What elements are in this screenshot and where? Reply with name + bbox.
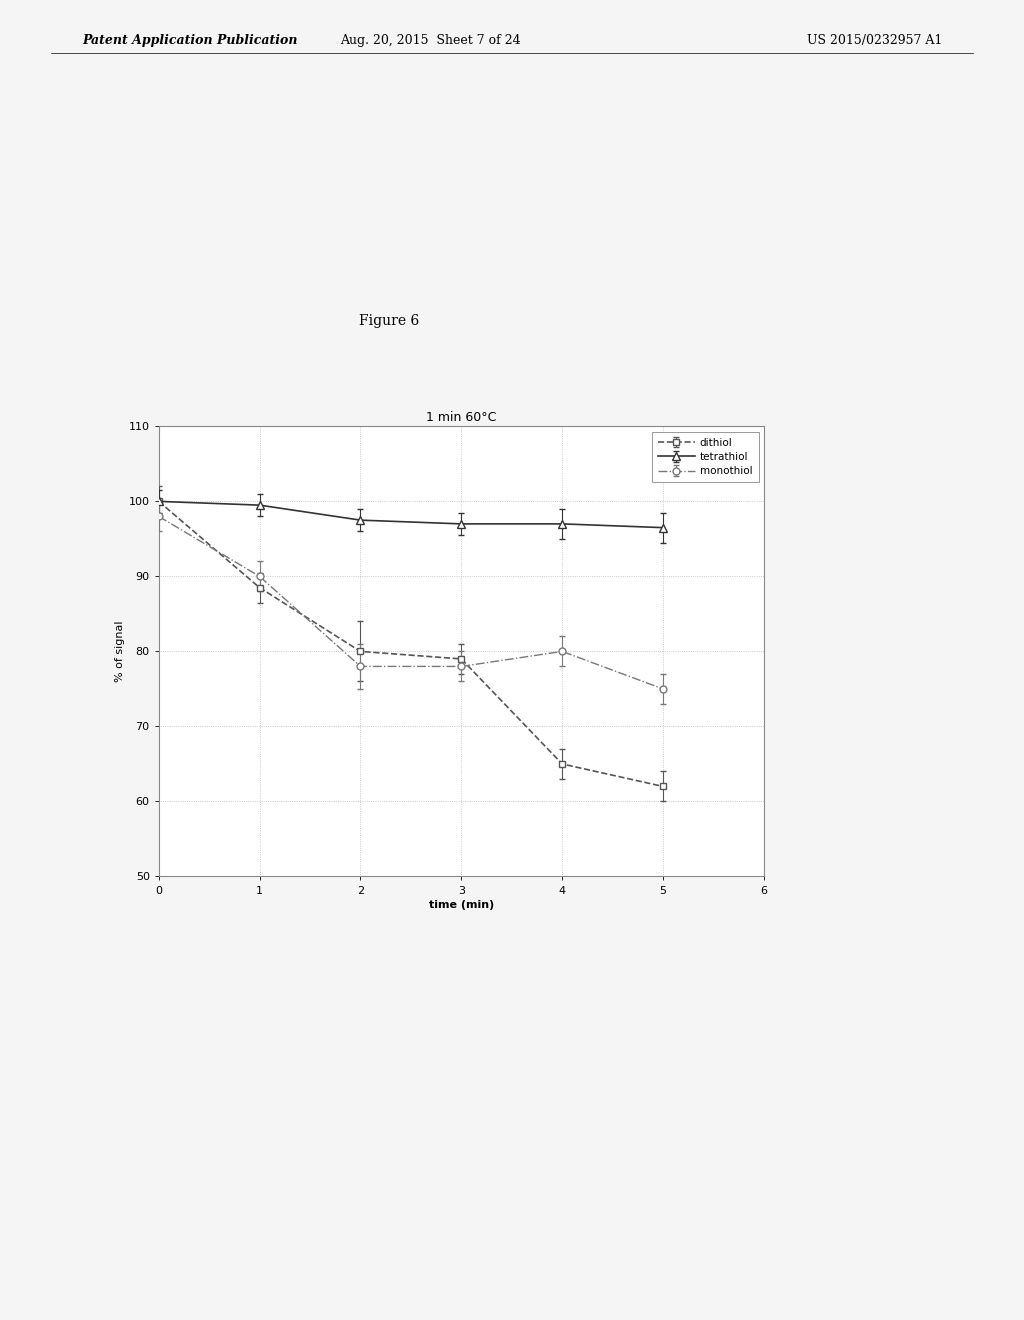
Y-axis label: % of signal: % of signal bbox=[115, 620, 125, 682]
Title: 1 min 60°C: 1 min 60°C bbox=[426, 411, 497, 424]
Text: Figure 6: Figure 6 bbox=[359, 314, 419, 327]
Text: Patent Application Publication: Patent Application Publication bbox=[82, 34, 297, 48]
X-axis label: time (min): time (min) bbox=[429, 900, 494, 909]
Legend: dithiol, tetrathiol, monothiol: dithiol, tetrathiol, monothiol bbox=[652, 432, 759, 482]
Text: US 2015/0232957 A1: US 2015/0232957 A1 bbox=[807, 34, 942, 48]
Text: Aug. 20, 2015  Sheet 7 of 24: Aug. 20, 2015 Sheet 7 of 24 bbox=[340, 34, 520, 48]
